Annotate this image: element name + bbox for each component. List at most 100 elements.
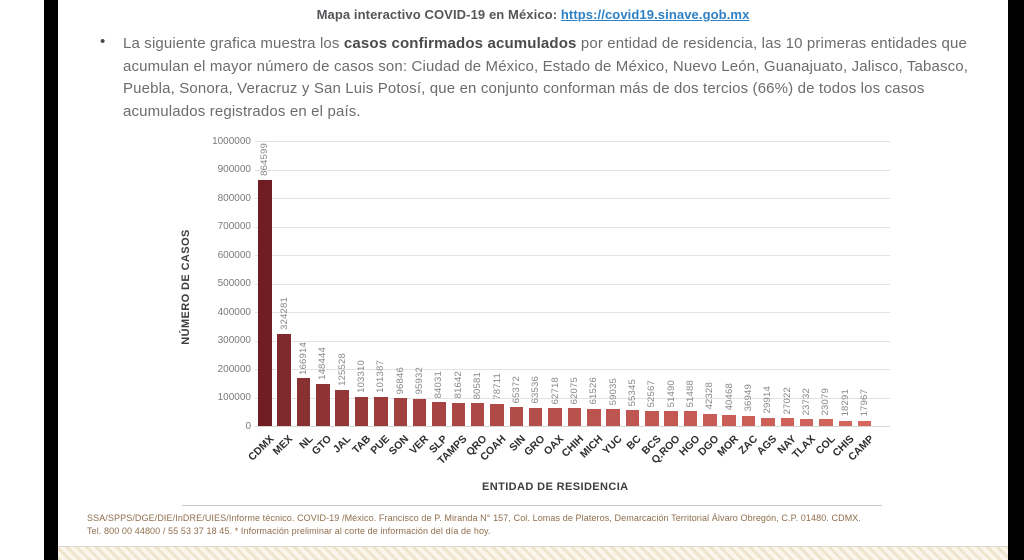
bar: [722, 414, 736, 426]
paragraph-text-before: La siguiente grafica muestra los: [123, 35, 344, 52]
x-tick-label: SON: [387, 433, 412, 458]
bar-value-label: 864599: [259, 142, 271, 176]
x-tick-label: JAL: [331, 433, 354, 456]
footer-line-2: Tel. 800 00 44800 / 55 53 37 18 45. * In…: [87, 525, 491, 536]
bar: [606, 409, 620, 426]
page-title-text: Mapa interactivo COVID-19 en México:: [316, 7, 558, 22]
bar-value-label: 51488: [685, 379, 696, 408]
gridline: [255, 198, 890, 199]
x-axis-title: ENTIDAD DE RESIDENCIA: [482, 481, 629, 493]
gridline: [255, 283, 890, 285]
gridline: [255, 169, 890, 171]
bar-value-label: 95932: [414, 367, 426, 395]
x-tick-label: AGS: [754, 433, 780, 458]
bar: [799, 419, 814, 426]
bar: [354, 396, 369, 426]
bar: [258, 179, 272, 426]
y-tick-label: 200000: [217, 363, 251, 375]
bullet-marker: •: [100, 33, 106, 50]
y-tick-label: 700000: [217, 221, 251, 232]
gridline: [255, 141, 890, 142]
left-edge-bar: [44, 0, 58, 560]
bar: [277, 333, 291, 426]
page-title: Mapa interactivo COVID-19 en México: htt…: [58, 7, 1008, 22]
bar-value-label: 78711: [491, 372, 503, 400]
bar-value-label: 166914: [297, 341, 309, 375]
bar-value-label: 61526: [588, 377, 600, 405]
x-tick-label: ZAC: [736, 433, 760, 457]
y-tick-label: 600000: [217, 249, 251, 261]
gridline: [255, 226, 890, 228]
y-tick-label: 800000: [217, 192, 251, 204]
bar: [432, 402, 446, 426]
y-tick-label: 0: [245, 420, 251, 432]
bar: [587, 408, 601, 426]
bar: [296, 378, 311, 426]
footer: SSA/SPPS/DGE/DIE/InDRE/UIES/Informe técn…: [87, 512, 999, 537]
y-axis-title: NÚMERO DE CASOS: [180, 229, 192, 345]
bar-value-label: 40468: [723, 383, 735, 411]
bar: [741, 415, 756, 426]
bar: [761, 417, 775, 426]
bar-value-label: 23732: [801, 387, 813, 416]
bar: [490, 403, 504, 426]
gridline: [255, 369, 890, 370]
gridline: [255, 340, 890, 342]
bar-value-label: 96846: [394, 366, 406, 395]
gridline: [255, 312, 890, 313]
footer-divider: [182, 505, 882, 506]
paragraph-bold-phrase: casos confirmados acumulados: [343, 35, 577, 52]
gridline: [255, 397, 890, 399]
gridline: [255, 426, 890, 427]
bar-value-label: 42328: [704, 382, 716, 410]
bar: [683, 411, 698, 426]
paragraph-text-after: por entidad de residencia, las 10 primer…: [123, 35, 969, 120]
bar-value-label: 324281: [278, 296, 290, 330]
bar-value-label: 148444: [317, 346, 329, 380]
x-tick-label: DGO: [695, 433, 722, 459]
x-tick-label: TAB: [349, 433, 373, 457]
x-tick-label: MEX: [271, 433, 296, 458]
bar: [838, 420, 852, 426]
bar: [625, 410, 640, 426]
bar: [548, 408, 562, 426]
sinave-link[interactable]: https://covid19.sinave.gob.mx: [560, 7, 750, 22]
footer-line-1: SSA/SPPS/DGE/DIE/InDRE/UIES/Informe técn…: [87, 513, 862, 523]
y-tick-label: 400000: [217, 306, 251, 318]
bar-value-label: 27022: [781, 386, 793, 415]
y-tick-label: 500000: [217, 278, 251, 289]
x-tick-label: HGO: [676, 433, 702, 459]
bar: [509, 407, 524, 426]
bar: [857, 420, 872, 426]
bar-value-label: 84031: [433, 370, 445, 399]
bar: [374, 397, 388, 426]
bar-value-label: 29914: [762, 386, 774, 414]
bar-value-label: 62075: [568, 376, 580, 405]
bar-value-label: 17967: [859, 389, 871, 417]
bar: [470, 403, 485, 426]
y-tick-label: 100000: [217, 392, 251, 403]
gridline: [255, 255, 890, 256]
bar: [819, 419, 833, 426]
bar: [567, 408, 582, 426]
bar: [703, 413, 717, 426]
intro-paragraph: La siguiente grafica muestra los casos c…: [123, 33, 975, 123]
bar-value-label: 81642: [452, 371, 464, 399]
bar: [412, 398, 427, 426]
y-tick-label: 1000000: [212, 135, 251, 147]
y-tick-label: 300000: [217, 335, 251, 346]
bar-value-label: 55345: [626, 378, 638, 407]
bar-value-label: 80581: [472, 371, 484, 399]
bar: [335, 390, 349, 426]
bar-value-label: 52567: [646, 379, 658, 407]
decorative-pattern-strip: [58, 546, 1008, 560]
bar: [393, 398, 407, 426]
bar-value-label: 51490: [665, 379, 677, 408]
bar-value-label: 125528: [336, 353, 348, 387]
bar-value-label: 18291: [839, 389, 851, 417]
bar: [528, 407, 543, 426]
bar-value-label: 59035: [607, 377, 619, 406]
x-tick-label: PUE: [368, 433, 393, 457]
